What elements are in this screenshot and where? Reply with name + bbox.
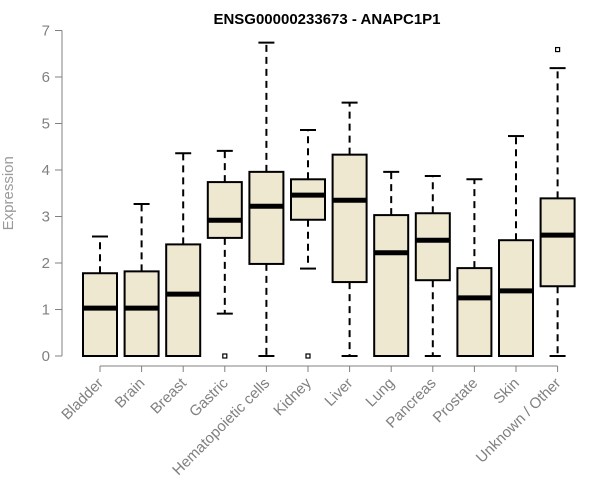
x-tick-label: Lung — [362, 375, 398, 411]
iqr-box — [248, 170, 285, 265]
chart-title: ENSG00000233673 - ANAPC1P1 — [213, 11, 440, 28]
iqr-box — [373, 214, 410, 357]
box-group — [456, 178, 493, 357]
iqr-box — [539, 197, 576, 288]
y-tick-label: 2 — [42, 255, 50, 272]
y-axis: 0 1 2 3 4 5 6 7 — [42, 23, 63, 365]
y-tick-label: 4 — [42, 162, 50, 179]
box-group — [165, 152, 202, 357]
box-series — [82, 41, 576, 359]
y-axis-title: Expression — [0, 156, 17, 230]
x-tick-label: Brain — [112, 375, 149, 412]
iqr-box — [498, 239, 534, 357]
box-group — [290, 129, 326, 359]
box-group — [498, 135, 534, 357]
y-tick-label: 5 — [42, 116, 50, 133]
iqr-box — [290, 178, 326, 221]
y-tick-label: 6 — [42, 69, 50, 86]
x-tick-label: Kidney — [270, 374, 315, 419]
iqr-box — [123, 270, 160, 357]
box-group — [373, 170, 410, 357]
box-group — [82, 235, 118, 358]
box-group — [414, 175, 451, 357]
iqr-box — [206, 181, 243, 239]
y-tick-label: 0 — [42, 348, 50, 365]
iqr-box — [82, 272, 118, 358]
box-group — [206, 149, 243, 359]
outlier-point — [222, 353, 228, 359]
x-tick-label: Bladder — [58, 375, 107, 424]
y-tick-label: 3 — [42, 209, 50, 226]
y-tick-label: 7 — [42, 23, 50, 40]
box-group — [331, 101, 368, 357]
outlier-point — [305, 353, 311, 359]
y-tick-label: 1 — [42, 302, 50, 319]
box-group — [539, 46, 576, 357]
outlier-point — [554, 46, 561, 53]
iqr-box — [414, 212, 451, 282]
iqr-box — [456, 267, 493, 357]
box-group — [123, 202, 160, 357]
x-tick-label: Liver — [321, 375, 356, 410]
x-tick-label: Breast — [147, 374, 190, 417]
x-tick-label: Skin — [490, 375, 523, 408]
x-tick-label: Prostate — [430, 375, 482, 427]
iqr-box — [331, 153, 368, 284]
box-group — [248, 41, 285, 357]
iqr-box — [165, 243, 202, 357]
